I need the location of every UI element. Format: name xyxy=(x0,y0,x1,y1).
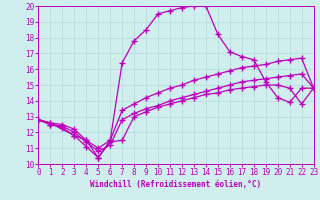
X-axis label: Windchill (Refroidissement éolien,°C): Windchill (Refroidissement éolien,°C) xyxy=(91,180,261,189)
